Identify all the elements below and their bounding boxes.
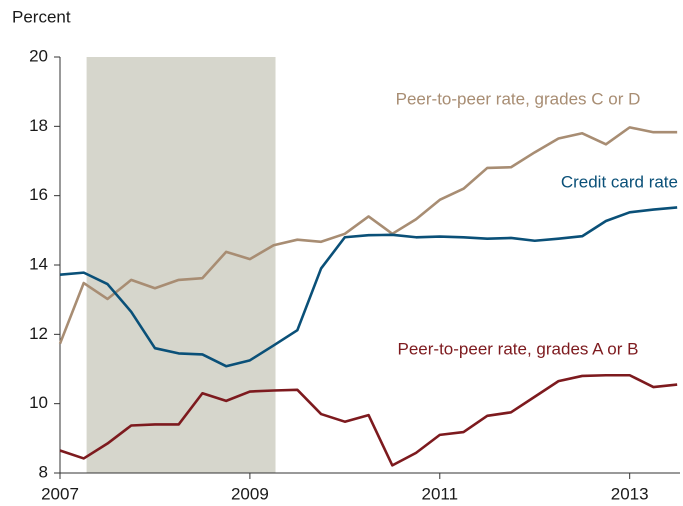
y-axis-label: Percent bbox=[12, 7, 71, 26]
series-label: Credit card rate bbox=[561, 172, 678, 191]
y-tick-label: 18 bbox=[29, 116, 48, 135]
y-tick-label: 12 bbox=[29, 324, 48, 343]
series-label: Peer-to-peer rate, grades C or D bbox=[396, 89, 641, 108]
x-tick-label: 2007 bbox=[41, 484, 79, 503]
line-series bbox=[59, 373, 678, 467]
y-tick-label: 20 bbox=[29, 46, 48, 65]
y-tick-label: 8 bbox=[39, 462, 48, 481]
x-tick-label: 2013 bbox=[611, 484, 649, 503]
y-tick-label: 16 bbox=[29, 185, 48, 204]
line-series bbox=[59, 206, 678, 368]
x-tick-label: 2011 bbox=[422, 484, 459, 503]
y-tick-label: 14 bbox=[29, 254, 48, 273]
series-label: Peer-to-peer rate, grades A or B bbox=[398, 339, 639, 358]
x-tick-label: 2009 bbox=[231, 484, 269, 503]
line-series bbox=[58, 126, 678, 345]
y-tick-label: 10 bbox=[29, 393, 48, 412]
shaded-region bbox=[86, 57, 276, 473]
